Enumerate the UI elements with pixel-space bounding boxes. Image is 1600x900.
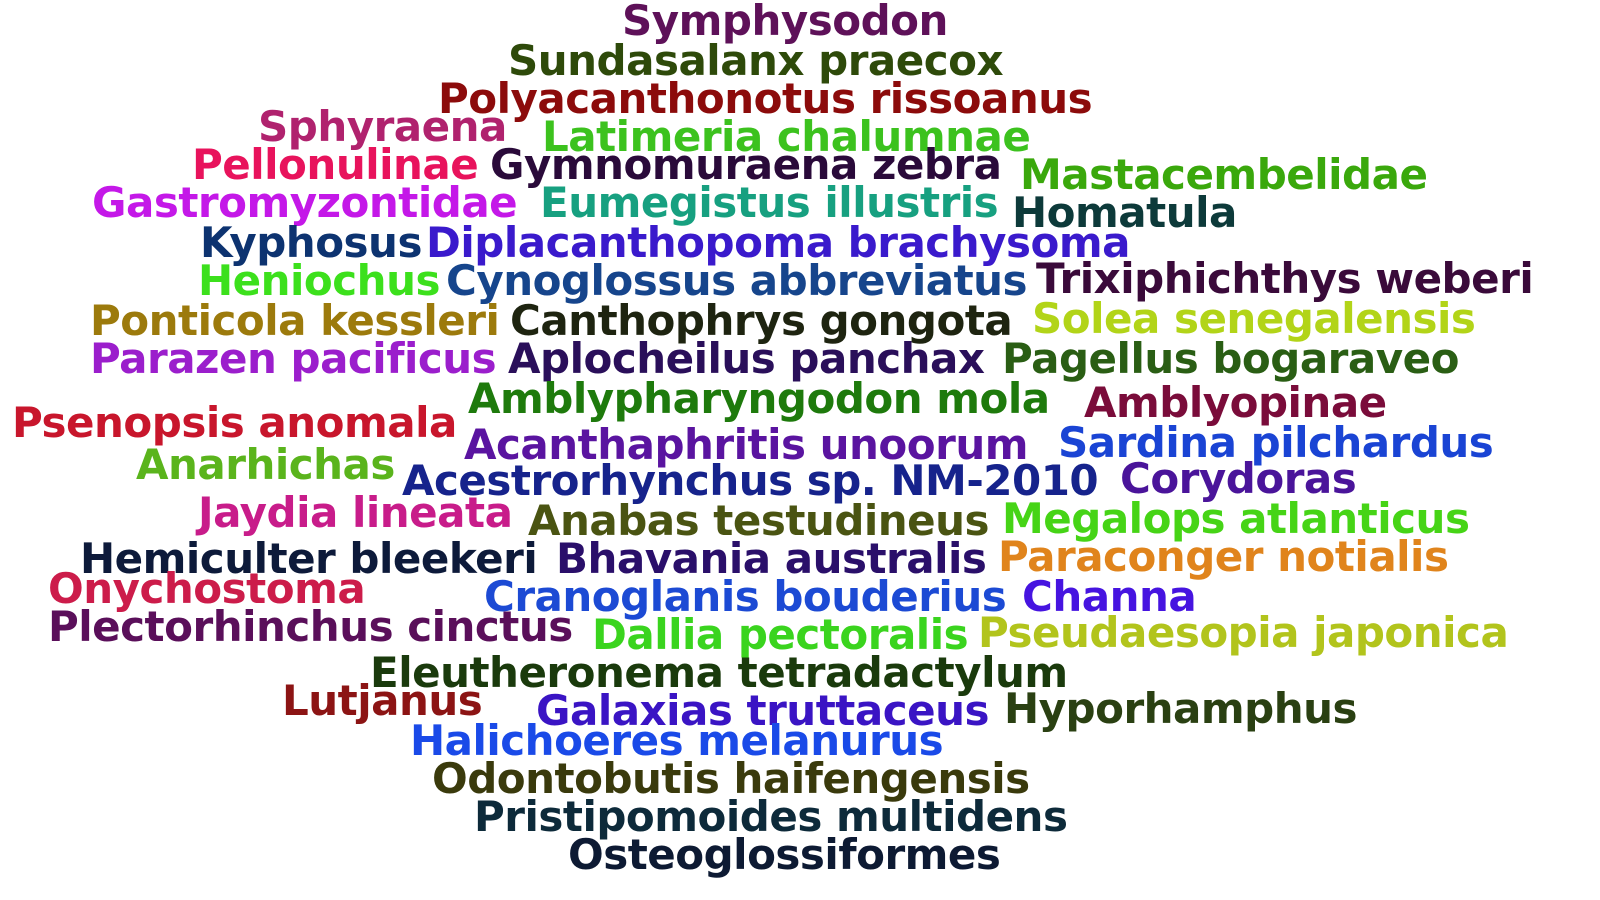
word-mastacembelidae: Mastacembelidae [1020,150,1428,199]
word-amblypharyngodon-mola: Amblypharyngodon mola [468,374,1050,423]
word-homatula: Homatula [1012,188,1237,237]
word-psenopsis-anomala: Psenopsis anomala [12,398,457,447]
word-megalops-atlanticus: Megalops atlanticus [1002,494,1470,543]
word-pellonulinae: Pellonulinae [192,140,479,189]
word-onychostoma: Onychostoma [48,564,366,613]
word-paraconger-notialis: Paraconger notialis [998,532,1449,581]
word-ponticola-kessleri: Ponticola kessleri [90,296,500,345]
word-gymnomuraena-zebra: Gymnomuraena zebra [490,140,1002,189]
word-sphyraena: Sphyraena [258,102,507,151]
word-latimeria-chalumnae: Latimeria chalumnae [542,112,1031,161]
word-acanthaphritis-unoorum: Acanthaphritis unoorum [464,420,1029,469]
word-cranoglanis-bouderius: Cranoglanis bouderius [484,572,1007,621]
word-canthophrys-gongota: Canthophrys gongota [510,296,1013,345]
word-jaydia-lineata: Jaydia lineata [198,488,513,537]
word-eleutheronema-tetradactylum: Eleutheronema tetradactylum [370,648,1068,697]
word-acestrorhynchus-sp-nm-2010: Acestrorhynchus sp. NM-2010 [402,456,1099,505]
word-sundasalanx-praecox: Sundasalanx praecox [508,36,1004,85]
word-aplocheilus-panchax: Aplocheilus panchax [508,334,985,383]
word-osteoglossiformes: Osteoglossiformes [568,830,1001,879]
word-trixiphichthys-weberi: Trixiphichthys weberi [1036,254,1534,303]
word-pagellus-bogaraveo: Pagellus bogaraveo [1002,334,1459,383]
word-corydoras: Corydoras [1120,454,1357,503]
word-heniochus: Heniochus [198,256,440,305]
word-hyporhamphus: Hyporhamphus [1004,684,1358,733]
word-polyacanthonotus-rissoanus: Polyacanthonotus rissoanus [438,74,1093,123]
word-channa: Channa [1022,572,1197,621]
word-eumegistus-illustris: Eumegistus illustris [540,178,999,227]
word-galaxias-truttaceus: Galaxias truttaceus [536,686,989,735]
word-gastromyzontidae: Gastromyzontidae [92,178,518,227]
word-lutjanus: Lutjanus [282,676,483,725]
word-anabas-testudineus: Anabas testudineus [528,496,990,545]
word-dallia-pectoralis: Dallia pectoralis [592,610,969,659]
word-amblyopinae: Amblyopinae [1084,378,1387,427]
word-plectorhinchus-cinctus: Plectorhinchus cinctus [48,602,573,651]
word-kyphosus: Kyphosus [200,218,422,267]
word-pseudaesopia-japonica: Pseudaesopia japonica [978,608,1509,657]
word-diplacanthopoma-brachysoma: Diplacanthopoma brachysoma [426,218,1130,267]
word-hemiculter-bleekeri: Hemiculter bleekeri [80,534,538,583]
word-sardina-pilchardus: Sardina pilchardus [1058,418,1494,467]
word-bhavania-australis: Bhavania australis [556,534,987,583]
word-symphysodon: Symphysodon [622,0,948,45]
word-solea-senegalensis: Solea senegalensis [1032,294,1476,343]
word-anarhichas: Anarhichas [136,440,395,489]
word-cynoglossus-abbreviatus: Cynoglossus abbreviatus [446,256,1028,305]
word-parazen-pacificus: Parazen pacificus [90,334,497,383]
word-pristipomoides-multidens: Pristipomoides multidens [474,792,1068,841]
word-halichoeres-melanurus: Halichoeres melanurus [410,716,944,765]
word-odontobutis-haifengensis: Odontobutis haifengensis [432,754,1030,803]
